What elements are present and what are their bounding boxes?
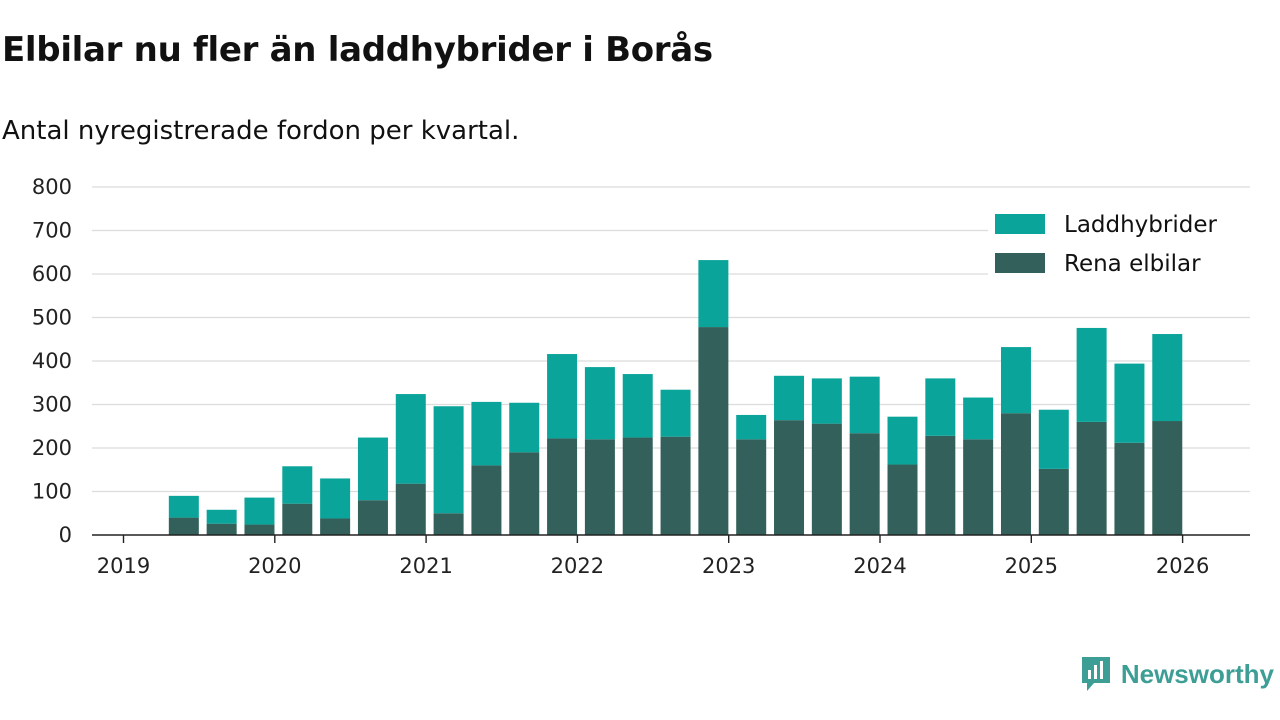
y-tick-label: 100: [32, 480, 72, 504]
bar-laddhybrider: [1114, 363, 1145, 443]
bar-rena-elbilar: [584, 439, 615, 535]
bar-rena-elbilar: [1000, 413, 1031, 535]
y-tick-label: 0: [59, 523, 72, 547]
bar-laddhybrider: [887, 416, 918, 465]
bar-laddhybrider: [963, 397, 994, 440]
bar-laddhybrider: [509, 402, 540, 453]
bar-rena-elbilar: [963, 439, 994, 535]
bar-laddhybrider: [584, 367, 615, 440]
bar-laddhybrider: [774, 375, 805, 421]
bar-laddhybrider: [168, 495, 199, 518]
axes: 0 100 200 300 400 500 600 700 800 2019 2020 2021 202…: [32, 175, 1250, 578]
y-tick-label: 600: [32, 262, 72, 286]
legend-swatch-rena-elbilar: [995, 253, 1045, 273]
legend-label-laddhybrider: Laddhybrider: [1064, 212, 1217, 238]
x-tick-label: 2023: [702, 554, 755, 578]
brand-logo: Newsworthy: [1079, 654, 1274, 694]
x-tick-label: 2025: [1005, 554, 1058, 578]
bar-laddhybrider: [849, 376, 880, 434]
bar-laddhybrider: [320, 478, 351, 519]
x-tick-label: 2021: [399, 554, 452, 578]
bar-rena-elbilar: [660, 436, 691, 535]
bar-rena-elbilar: [471, 465, 502, 535]
chart-title: Elbilar nu fler än laddhybrider i Borås: [2, 30, 713, 70]
bar-laddhybrider: [811, 378, 842, 424]
bar-rena-elbilar: [357, 500, 388, 535]
bar-rena-elbilar: [849, 433, 880, 535]
bar-laddhybrider: [660, 389, 691, 437]
bar-rena-elbilar: [433, 513, 464, 535]
bar-laddhybrider: [357, 437, 388, 501]
bar-rena-elbilar: [736, 439, 767, 535]
bar-laddhybrider: [1000, 347, 1031, 414]
bar-rena-elbilar: [206, 523, 237, 535]
brand-name: Newsworthy: [1120, 658, 1274, 689]
y-tick-label: 800: [32, 175, 72, 199]
bar-rena-elbilar: [1152, 421, 1183, 535]
bar-rena-elbilar: [811, 423, 842, 535]
bar-rena-elbilar: [1038, 468, 1069, 535]
bar-rena-elbilar: [282, 503, 313, 535]
bar-laddhybrider: [244, 497, 275, 525]
bar-rena-elbilar: [925, 435, 956, 535]
y-tick-label: 300: [32, 393, 72, 417]
bar-rena-elbilar: [395, 483, 426, 535]
bar-rena-elbilar: [320, 518, 351, 535]
bar-laddhybrider: [471, 401, 502, 466]
bar-rena-elbilar: [622, 437, 653, 535]
bar-laddhybrider: [1076, 327, 1107, 422]
legend-swatch-laddhybrider: [995, 214, 1045, 234]
bar-rena-elbilar: [547, 438, 578, 535]
bar-rena-elbilar: [1114, 442, 1145, 535]
bars: [168, 260, 1183, 535]
bar-laddhybrider: [395, 394, 426, 484]
bar-rena-elbilar: [244, 524, 275, 535]
bar-rena-elbilar: [1076, 421, 1107, 535]
x-tick-label: 2026: [1156, 554, 1209, 578]
chart-subtitle: Antal nyregistrerade fordon per kvartal.: [2, 116, 520, 146]
newsworthy-logo-icon: [1081, 657, 1110, 691]
x-tick-label: 2024: [853, 554, 906, 578]
legend: Laddhybrider Rena elbilar: [988, 206, 1250, 278]
bar-rena-elbilar: [509, 452, 540, 535]
bar-laddhybrider: [736, 414, 767, 440]
bar-rena-elbilar: [168, 517, 199, 535]
bar-laddhybrider: [1038, 409, 1069, 469]
bar-laddhybrider: [925, 378, 956, 436]
y-tick-label: 500: [32, 306, 72, 330]
y-tick-label: 200: [32, 436, 72, 460]
x-tick-label: 2019: [97, 554, 150, 578]
bar-laddhybrider: [433, 406, 464, 514]
bar-laddhybrider: [622, 374, 653, 438]
bar-rena-elbilar: [774, 420, 805, 535]
legend-label-rena-elbilar: Rena elbilar: [1064, 251, 1201, 277]
x-tick-label: 2020: [248, 554, 301, 578]
bar-rena-elbilar: [698, 327, 729, 535]
bar-laddhybrider: [547, 354, 578, 439]
bar-laddhybrider: [206, 509, 237, 524]
bar-rena-elbilar: [887, 464, 918, 535]
x-tick-label: 2022: [551, 554, 604, 578]
bar-laddhybrider: [698, 260, 729, 328]
bar-laddhybrider: [1152, 334, 1183, 422]
y-tick-label: 400: [32, 349, 72, 373]
y-tick-label: 700: [32, 219, 72, 243]
bar-laddhybrider: [282, 466, 313, 504]
